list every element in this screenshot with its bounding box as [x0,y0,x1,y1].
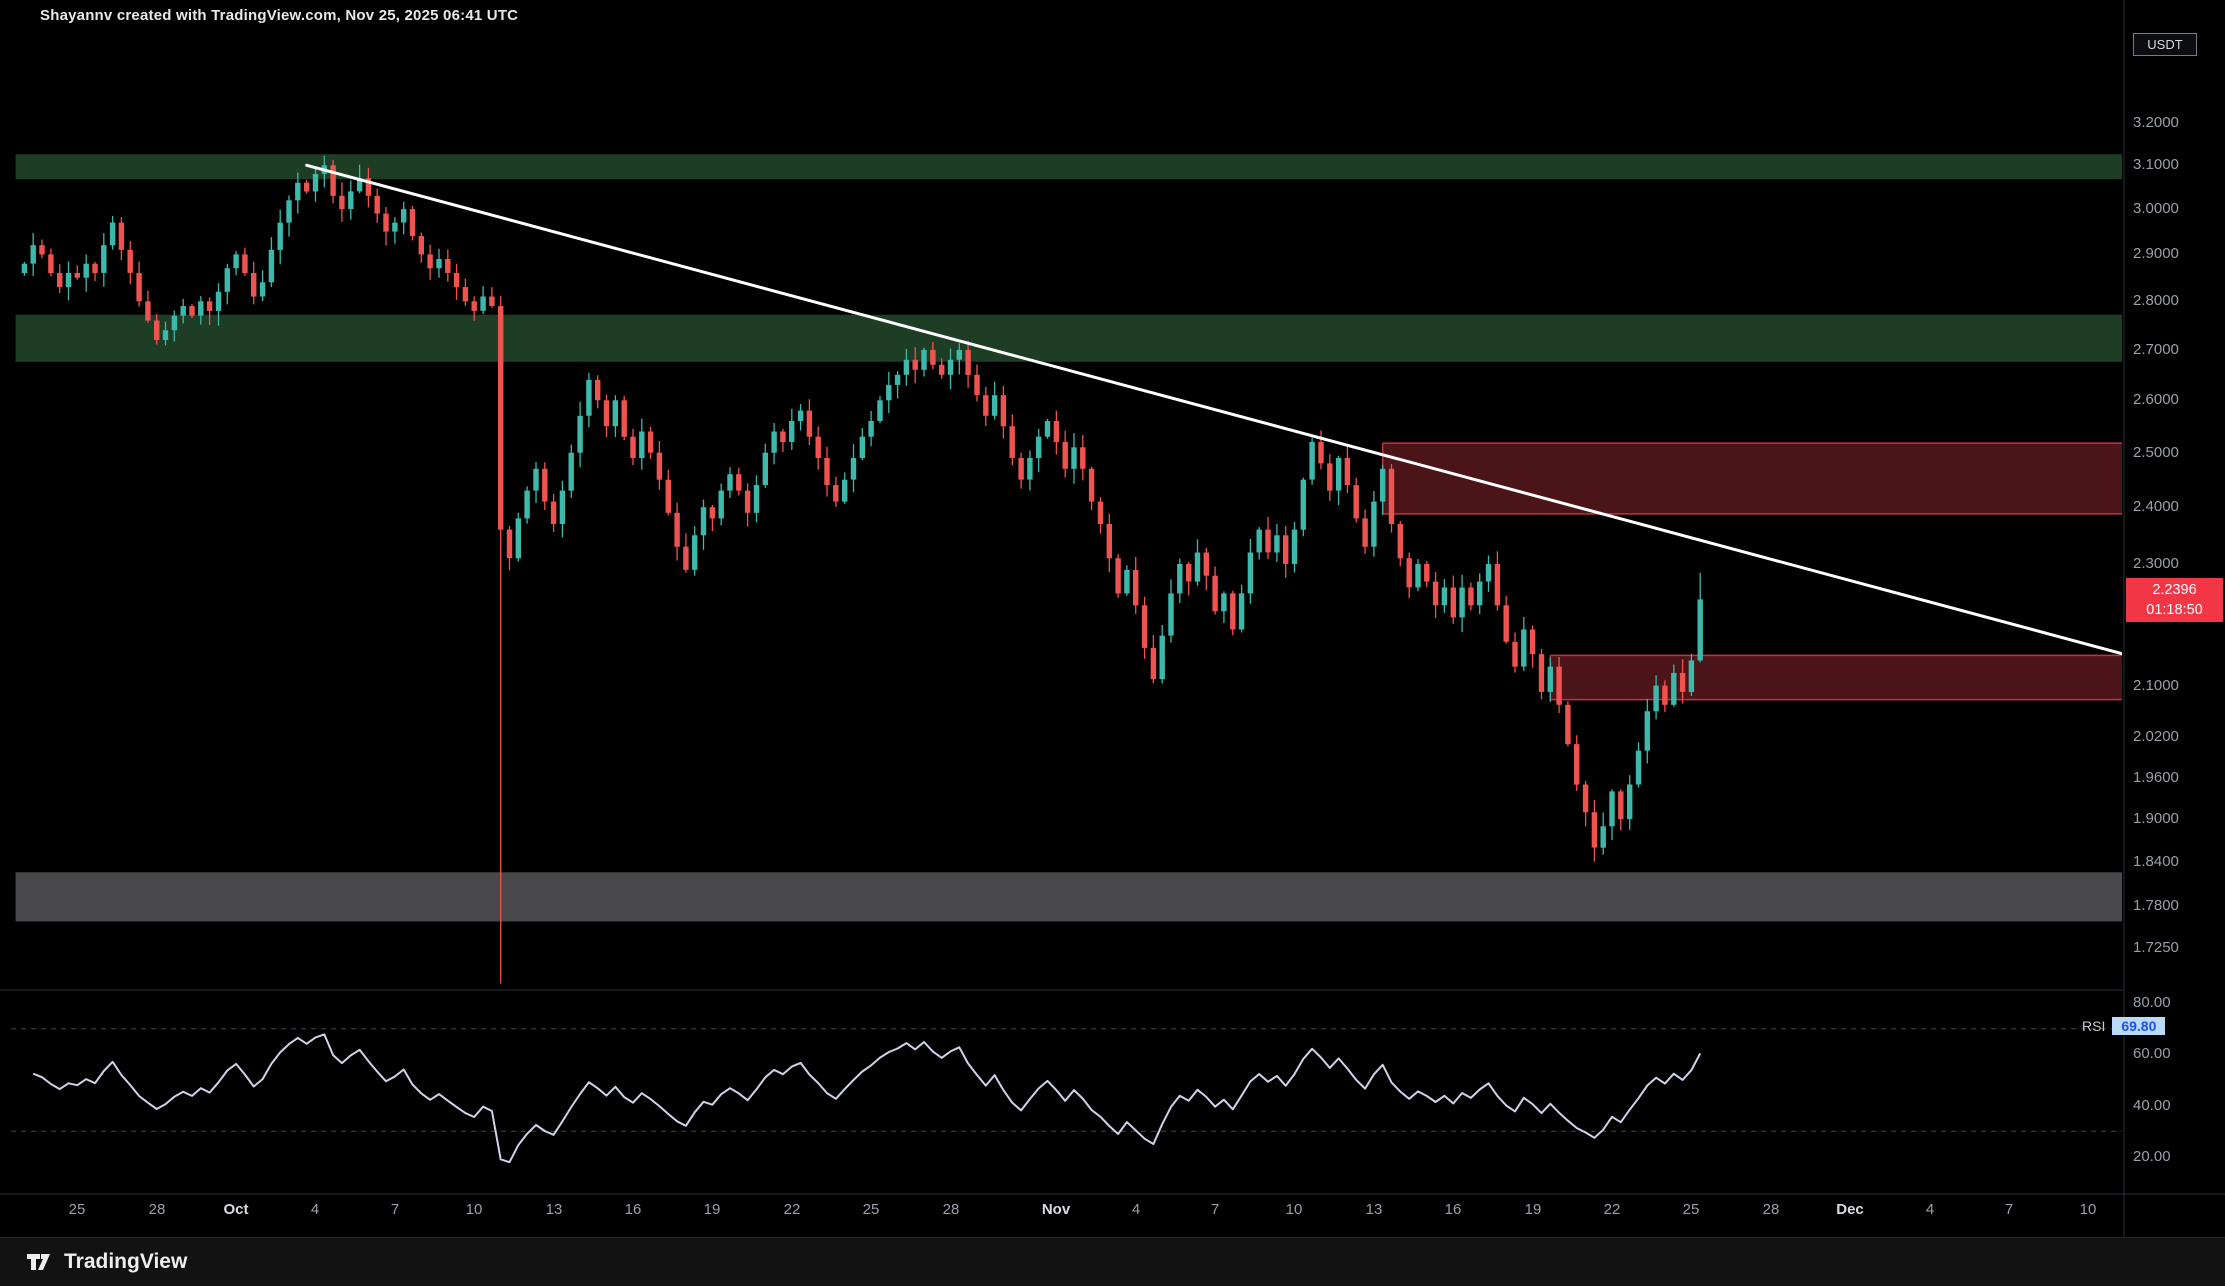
candle-countdown: 01:18:50 [2146,602,2203,618]
time-tick-label: 13 [1365,1201,1383,1218]
quote-currency-tag[interactable]: USDT [2133,33,2197,56]
time-tick-label: 7 [2004,1201,2014,1218]
time-tick-label: 10 [465,1201,483,1218]
price-tick-label: 2.1000 [2133,677,2179,694]
rsi-value-chip[interactable]: RSI 69.80 [2082,1017,2166,1035]
descending-trendline[interactable] [305,163,2124,656]
price-tick-label: 3.2000 [2133,114,2179,131]
time-tick-label: 22 [783,1201,801,1218]
time-tick-label: 4 [1925,1201,1935,1218]
time-tick-label: 19 [1524,1201,1542,1218]
time-tick-label: 4 [310,1201,320,1218]
price-tick-label: 1.9600 [2133,769,2179,786]
time-tick-label: 28 [942,1201,960,1218]
price-tick-label: 2.9000 [2133,245,2179,262]
support-zone-low[interactable] [15,872,2123,922]
time-tick-label: 13 [545,1201,563,1218]
time-tick-label: 10 [1285,1201,1303,1218]
price-tick-label: 1.7250 [2133,939,2179,956]
time-tick-label: 7 [390,1201,400,1218]
time-tick-label: 28 [1762,1201,1780,1218]
time-tick-label: 4 [1131,1201,1141,1218]
rsi-tick-label: 40.00 [2133,1097,2171,1114]
time-tick-label: 16 [624,1201,642,1218]
resistance-zone-high[interactable] [15,154,2123,180]
price-pane[interactable] [15,154,2124,984]
last-price-badge: 2.2396 01:18:50 [2126,578,2223,622]
time-tick-label: 25 [1682,1201,1700,1218]
time-tick-label: 28 [148,1201,166,1218]
price-tick-label: 2.8000 [2133,292,2179,309]
time-tick-label: Nov [1041,1201,1071,1218]
brand-text: TradingView [64,1250,188,1273]
footer-bar: TradingView [0,1237,2225,1286]
tradingview-logo[interactable]: TradingView [26,1250,187,1274]
rsi-label: RSI [2082,1018,2106,1034]
time-tick-label: 25 [68,1201,86,1218]
rsi-tick-label: 80.00 [2133,994,2171,1011]
resistance-zone-mid[interactable] [15,314,2123,362]
time-tick-label: 10 [2079,1201,2097,1218]
price-tick-label: 2.4000 [2133,498,2179,515]
price-tick-label: 3.0000 [2133,200,2179,217]
supply-zone-upper[interactable] [1382,443,2123,514]
price-tick-label: 2.0200 [2133,728,2179,745]
time-tick-label: 22 [1603,1201,1621,1218]
rsi-tick-label: 20.00 [2133,1148,2171,1165]
time-tick-label: 7 [1210,1201,1220,1218]
price-tick-label: 2.3000 [2133,555,2179,572]
time-tick-label: Dec [1836,1201,1864,1218]
candles-layer[interactable] [21,155,1703,984]
price-tick-label: 1.9000 [2133,810,2179,827]
rsi-tick-label: 60.00 [2133,1045,2171,1062]
price-tick-label: 2.7000 [2133,341,2179,358]
credit-text: Shayannv created with TradingView.com, N… [40,7,519,24]
rsi-line [32,1033,1702,1164]
rsi-value-badge: 69.80 [2112,1017,2166,1035]
price-tick-label: 2.5000 [2133,444,2179,461]
time-tick-label: 19 [703,1201,721,1218]
price-axis[interactable]: 3.2000 3.1000 3.0000 2.9000 2.8000 2.7000 2.60… [0,0,2225,1237]
supply-zone-lower[interactable] [1550,655,2123,700]
rsi-pane[interactable] [11,1028,2123,1164]
price-tick-label: 3.1000 [2133,156,2179,173]
last-price-value: 2.2396 [2152,582,2197,598]
time-tick-label: 16 [1444,1201,1462,1218]
time-axis[interactable]: 25 28 Oct 4 7 10 13 16 19 22 25 28 Nov 4 7 10 13 16 19 22 25… [0,0,2225,1237]
time-tick-label: 25 [862,1201,880,1218]
price-tick-label: 1.8400 [2133,853,2179,870]
tradingview-logo-icon [27,1254,50,1270]
time-tick-label: Oct [223,1201,249,1218]
price-tick-label: 2.6000 [2133,391,2179,408]
price-tick-label: 1.7800 [2133,897,2179,914]
